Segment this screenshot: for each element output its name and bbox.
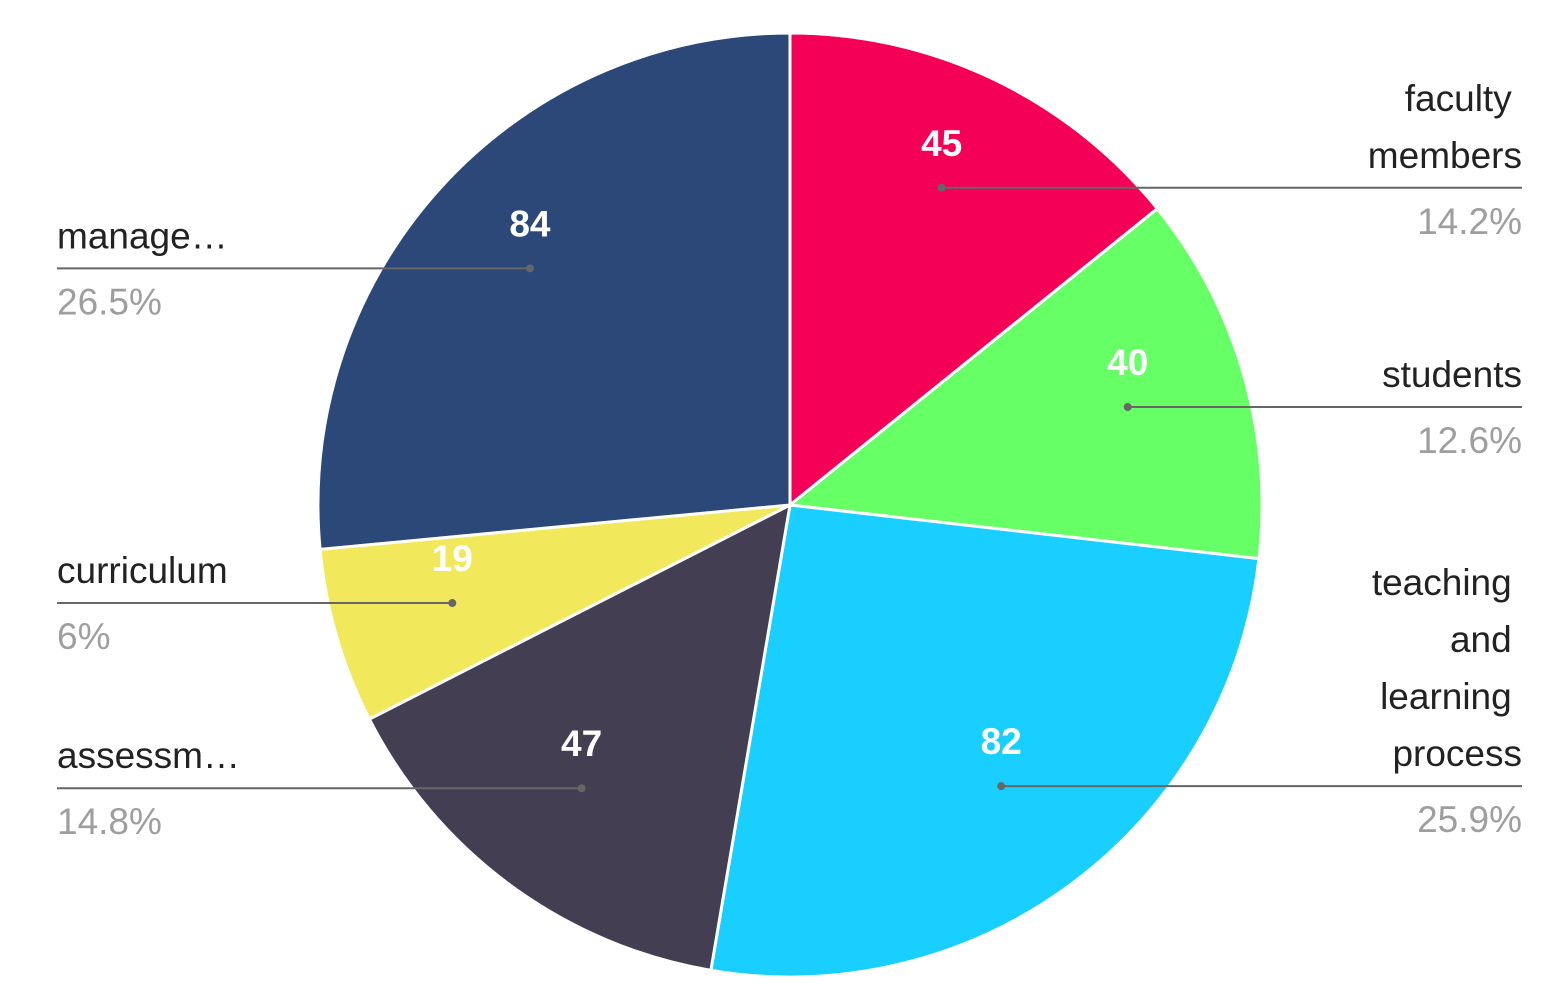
category-label-line: process (1392, 733, 1522, 774)
percent-label: 6% (57, 616, 110, 657)
value-label: 45 (921, 123, 962, 164)
category-label-line: students (1382, 354, 1522, 395)
leader-dot (577, 784, 586, 793)
category-label-line: members (1368, 135, 1522, 176)
category-label: faculty members (1368, 78, 1522, 176)
pie-slice (367, 502, 792, 973)
percent-label: 14.2% (1417, 201, 1522, 242)
percent-label: 26.5% (57, 281, 162, 322)
category-label-line: curriculum (57, 550, 228, 591)
category-label-line: teaching (1372, 562, 1522, 603)
percent-label: 25.9% (1417, 799, 1522, 840)
category-label: manage… (57, 215, 228, 256)
leader-dot (937, 183, 946, 192)
pie-slice (318, 503, 791, 722)
category-label-line: faculty (1405, 78, 1522, 119)
value-label: 19 (432, 538, 473, 579)
value-label: 82 (981, 721, 1022, 762)
percent-label: 12.6% (1417, 420, 1522, 461)
percent-label: 14.8% (57, 801, 162, 842)
value-label: 40 (1107, 342, 1148, 383)
category-label-line: learning (1380, 676, 1522, 717)
category-label-line: assessm… (57, 735, 240, 776)
pie-slice (709, 503, 1261, 979)
pie-slice (786, 206, 1264, 561)
category-label: curriculum (57, 550, 228, 591)
pie-slice (788, 31, 1160, 509)
category-label: teaching and learning process (1372, 562, 1522, 774)
leader-dot (1123, 402, 1132, 411)
leader-dot (997, 782, 1006, 791)
value-label: 84 (509, 203, 551, 244)
category-label-line: and (1450, 619, 1522, 660)
category-label: assessm… (57, 735, 240, 776)
category-label-line: manage… (57, 215, 228, 256)
category-label: students (1382, 354, 1522, 395)
leader-dot (525, 264, 534, 273)
pie-slice (316, 31, 792, 552)
value-label: 47 (561, 723, 602, 764)
leader-dot (448, 599, 457, 608)
